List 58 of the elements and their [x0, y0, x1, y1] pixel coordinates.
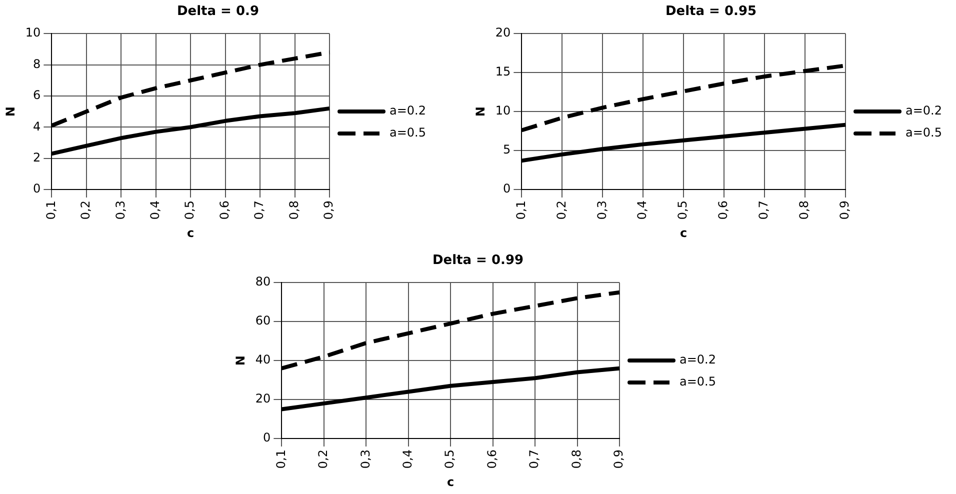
x-axis-title: c [680, 226, 688, 240]
y-tick-label: 0 [503, 182, 511, 196]
x-tick-label: 0,8 [797, 200, 812, 220]
x-tick-label: 0,5 [442, 450, 457, 469]
y-tick-label: 4 [33, 119, 41, 134]
legend-label: a=0.5 [906, 126, 942, 140]
x-tick-label: 0,4 [148, 200, 162, 220]
y-axis-title: N [233, 356, 248, 366]
x-tick-label: 0,3 [358, 450, 372, 469]
y-tick-label: 5 [503, 142, 511, 157]
x-tick-label: 0,5 [676, 200, 690, 220]
x-tick-label: 0,6 [484, 450, 499, 469]
y-axis-title: N [473, 106, 488, 117]
x-axis-title: c [187, 226, 194, 240]
legend-label: a=0.2 [680, 352, 716, 367]
y-tick-label: 60 [255, 314, 271, 328]
legend-label: a=0.5 [680, 374, 716, 389]
y-tick-label: 2 [33, 150, 41, 164]
x-tick-label: 0,9 [612, 450, 626, 469]
legend-label: a=0.2 [390, 104, 426, 118]
y-tick-label: 40 [255, 352, 271, 367]
legend-label: a=0.5 [390, 126, 426, 140]
y-tick-label: 20 [495, 26, 511, 40]
x-tick-label: 0,4 [400, 450, 414, 469]
x-tick-label: 0,3 [113, 200, 128, 220]
x-tick-label: 0,7 [527, 450, 542, 469]
y-axis-title: N [3, 106, 18, 117]
y-tick-label: 6 [33, 88, 41, 102]
x-axis-title: c [447, 474, 454, 489]
y-tick-label: 0 [33, 182, 41, 196]
legend-label: a=0.2 [906, 104, 942, 118]
x-tick-label: 0,4 [635, 200, 650, 220]
x-tick-label: 0,5 [182, 200, 197, 220]
y-tick-label: 0 [263, 430, 271, 445]
y-tick-label: 10 [25, 26, 41, 40]
x-tick-label: 0,7 [252, 200, 266, 220]
x-tick-label: 0,7 [756, 200, 771, 220]
x-tick-label: 0,1 [274, 450, 288, 469]
y-tick-label: 80 [255, 274, 271, 289]
x-tick-label: 0,6 [217, 200, 232, 220]
x-tick-label: 0,6 [716, 200, 730, 220]
y-tick-label: 10 [495, 104, 511, 118]
x-tick-label: 0,9 [838, 200, 852, 220]
x-tick-label: 0,2 [554, 200, 568, 220]
x-tick-label: 0,9 [322, 200, 336, 220]
x-tick-label: 0,1 [514, 200, 528, 220]
x-tick-label: 0,1 [44, 200, 58, 220]
y-tick-label: 20 [255, 392, 271, 406]
y-tick-label: 15 [495, 64, 511, 79]
y-tick-label: 8 [33, 56, 41, 71]
x-tick-label: 0,8 [569, 450, 584, 469]
x-tick-label: 0,3 [594, 200, 609, 220]
chart-title: Delta = 0.9 [176, 4, 260, 20]
x-tick-label: 0,2 [78, 200, 93, 220]
chart-title: Delta = 0.95 [665, 4, 757, 20]
x-tick-label: 0,2 [316, 450, 330, 469]
chart-title: Delta = 0.99 [432, 253, 524, 268]
x-tick-label: 0,8 [286, 200, 301, 220]
